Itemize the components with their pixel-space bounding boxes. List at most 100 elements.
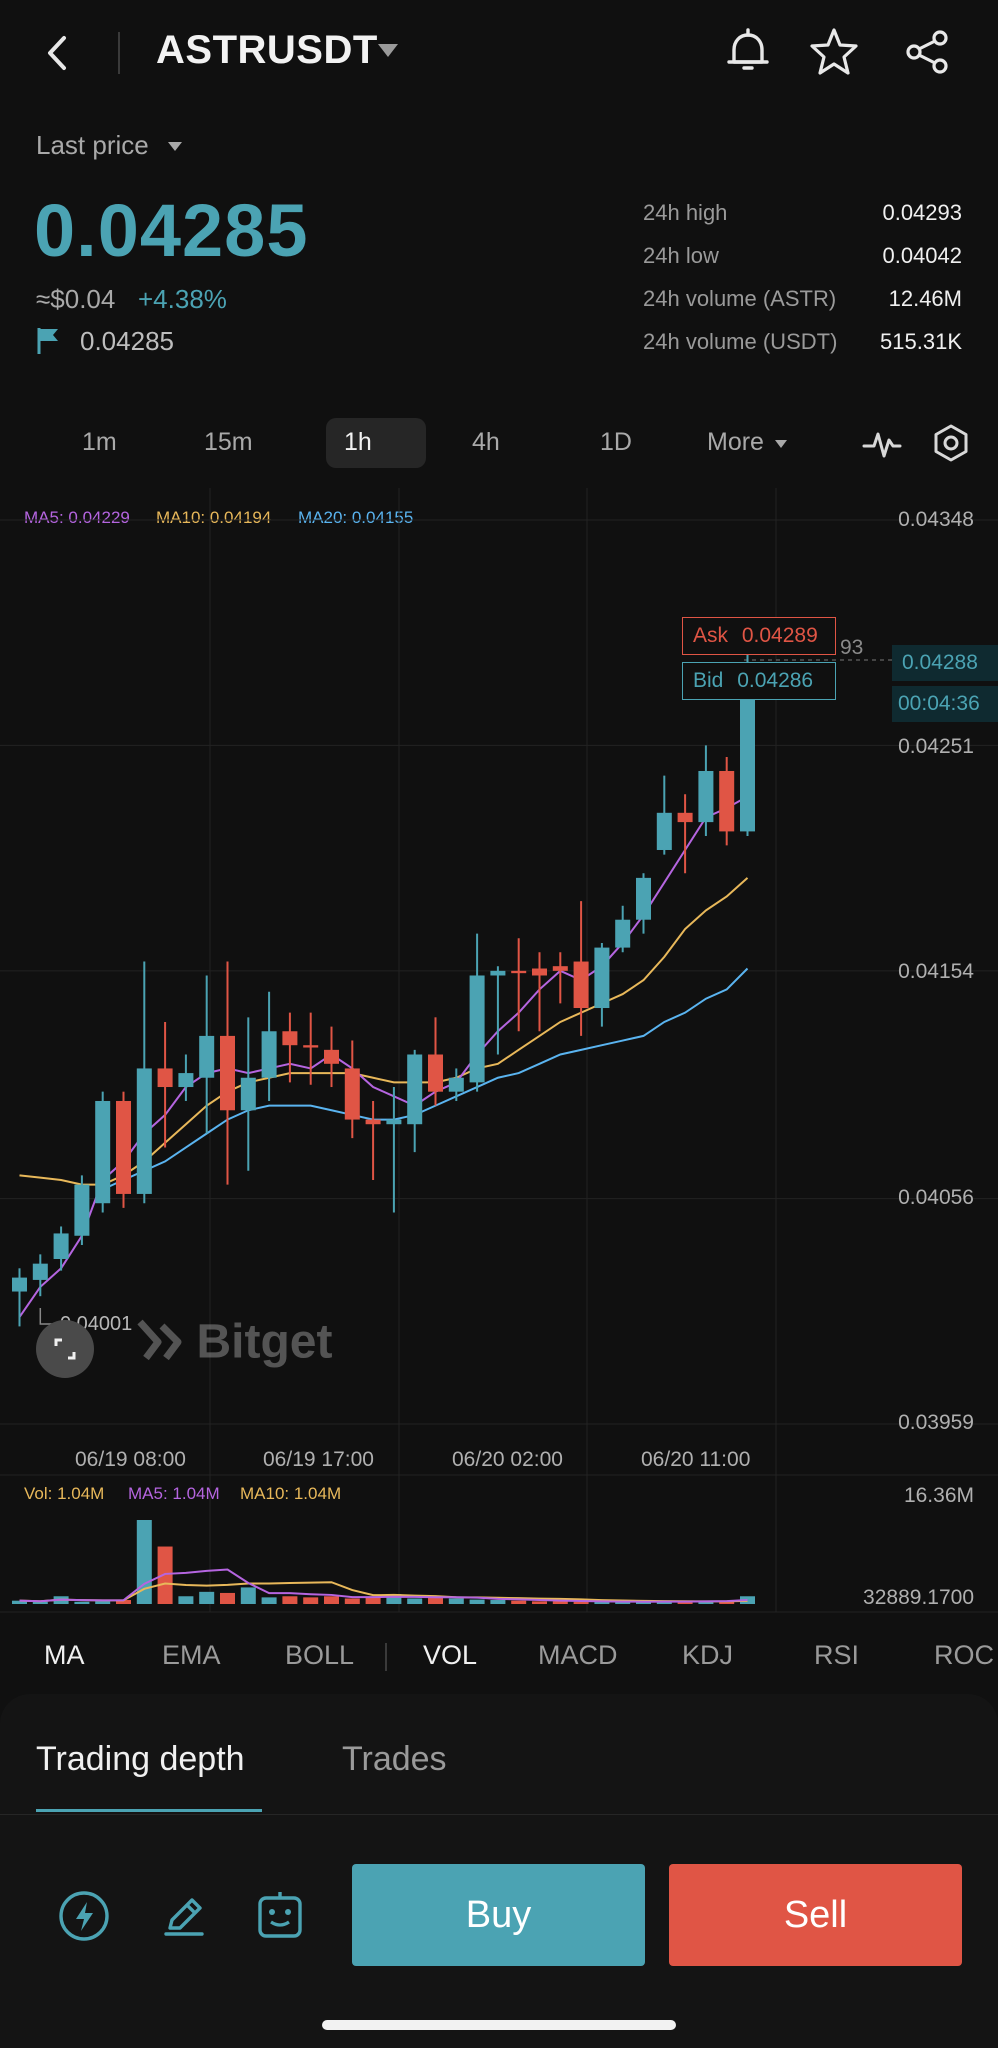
stat-label-24h-low: 24h low — [643, 243, 719, 268]
back-icon — [48, 36, 66, 70]
y-tick-label: 0.04251 — [898, 735, 974, 758]
candle-body — [303, 1045, 319, 1048]
stat-value-24h-high: 0.04293 — [882, 200, 962, 225]
candle-body — [428, 1054, 443, 1092]
bell-button[interactable] — [720, 24, 776, 80]
timeframe-1d[interactable]: 1D — [600, 428, 632, 456]
approx-usd: ≈$0.04 — [36, 284, 116, 314]
volume-bar — [116, 1600, 131, 1604]
volume-bar — [32, 1601, 48, 1604]
last-price-value: 0.04285 — [34, 189, 309, 272]
volume-bar — [74, 1601, 90, 1604]
draw-tool-button[interactable] — [156, 1888, 212, 1944]
candle-body — [324, 1049, 339, 1064]
volume-bar — [532, 1601, 547, 1604]
tab-trades[interactable]: Trades — [342, 1740, 447, 1778]
last-price-caret-icon[interactable] — [168, 142, 182, 151]
candle-body — [407, 1054, 423, 1125]
volume-bar — [261, 1597, 277, 1604]
bid-box: Bid 0.04286 — [682, 662, 836, 700]
candle-body — [178, 1073, 194, 1088]
candle-body — [116, 1100, 131, 1194]
quick-trade-button[interactable] — [56, 1888, 112, 1944]
price-change: +4.38% — [138, 284, 227, 314]
bell-icon — [727, 28, 769, 70]
volume-bar — [178, 1596, 194, 1604]
mark-price: 0.04285 — [80, 326, 174, 356]
volume-bar — [407, 1598, 423, 1604]
volume-bar — [386, 1594, 402, 1604]
fullscreen-button[interactable] — [36, 1320, 94, 1378]
ma20-legend: MA20: 0.04155 — [298, 508, 414, 527]
indicator-rsi[interactable]: RSI — [814, 1640, 860, 1670]
indicator-vol[interactable]: VOL — [423, 1640, 478, 1670]
bid-value: 0.04286 — [737, 669, 814, 692]
timeframe-1m[interactable]: 1m — [82, 428, 117, 456]
volume-bar — [365, 1597, 381, 1604]
indicator-ema[interactable]: EMA — [162, 1640, 221, 1670]
share-button[interactable] — [900, 24, 956, 80]
candle-body — [532, 968, 547, 976]
indicator-ma[interactable]: MA — [44, 1640, 85, 1670]
indicator-kdj[interactable]: KDJ — [682, 1640, 734, 1670]
tab-trading-depth[interactable]: Trading depth — [36, 1740, 245, 1778]
ask-box: Ask 0.04289 — [682, 617, 836, 655]
share-icon — [906, 30, 948, 74]
indicator-roc[interactable]: ROC — [934, 1640, 994, 1670]
buy-button[interactable]: Buy — [352, 1864, 645, 1966]
current-price-tag: 0.04288 — [892, 645, 998, 681]
timeframe-15m[interactable]: 15m — [204, 428, 253, 456]
more-caret-icon[interactable] — [775, 440, 787, 448]
back-button[interactable] — [38, 28, 78, 78]
stat-value-24h-volume-usdt: 515.31K — [880, 329, 962, 354]
fullscreen-icon — [54, 1338, 76, 1360]
timeframe-4h[interactable]: 4h — [472, 428, 500, 456]
y-tick-label: 0.04154 — [898, 960, 974, 983]
volume-bar — [615, 1601, 631, 1604]
stat-value-24h-volume-astr: 12.46M — [888, 286, 962, 311]
sell-button[interactable]: Sell — [669, 1864, 962, 1966]
vol-ma10-legend: MA10: 1.04M — [240, 1484, 342, 1503]
stat-label-24h-volume-usdt: 24h volume (USDT) — [643, 329, 838, 354]
tabs-divider — [0, 1814, 998, 1815]
favorite-button[interactable] — [806, 24, 862, 80]
x-tick-label: 06/20 02:00 — [452, 1448, 563, 1471]
symbol-title[interactable]: ASTRUSDT — [156, 28, 378, 72]
pencil-icon — [164, 1898, 204, 1936]
ma20-line — [102, 967, 749, 1191]
candle-body — [220, 1035, 235, 1111]
candle-body — [157, 1068, 173, 1088]
y-tick-label: 0.04348 — [898, 508, 974, 531]
volume-bar — [636, 1601, 651, 1604]
trading-bot-button[interactable] — [252, 1888, 308, 1944]
indicator-boll[interactable]: BOLL — [285, 1640, 355, 1670]
candle-body — [282, 1031, 298, 1046]
timeframe-more[interactable]: More — [707, 428, 764, 456]
candle-body — [636, 877, 651, 920]
flag-icon — [37, 328, 58, 354]
candle-body — [136, 1068, 152, 1194]
settings-icon[interactable] — [930, 422, 972, 464]
indicator-macd[interactable]: MACD — [538, 1640, 618, 1670]
last-price-label[interactable]: Last price — [36, 130, 149, 160]
volume-bar — [552, 1601, 568, 1604]
vol-max-label: 16.36M — [903, 1484, 974, 1507]
candle-body — [719, 770, 735, 832]
watermark-text: Bitget — [196, 1315, 333, 1369]
volume-bar — [282, 1596, 298, 1604]
indicator-pulse-icon[interactable] — [862, 426, 902, 462]
volume-bar — [448, 1598, 464, 1604]
x-tick-label: 06/19 08:00 — [75, 1448, 186, 1471]
candle-body — [365, 1119, 381, 1125]
candle-body — [199, 1035, 215, 1078]
symbol-caret-icon[interactable] — [378, 44, 398, 57]
vol-min-label: 32889.1700 — [863, 1586, 974, 1609]
volume-bar — [511, 1600, 527, 1604]
bitget-watermark: Bitget — [132, 1312, 332, 1372]
ma5-legend: MA5: 0.04229 — [24, 508, 130, 527]
candle-countdown: 00:04:36 — [892, 686, 998, 722]
volume-bar — [428, 1597, 443, 1604]
price-chart[interactable] — [0, 488, 998, 1618]
candle-body — [656, 812, 672, 850]
timeframe-1h[interactable]: 1h — [344, 428, 372, 456]
